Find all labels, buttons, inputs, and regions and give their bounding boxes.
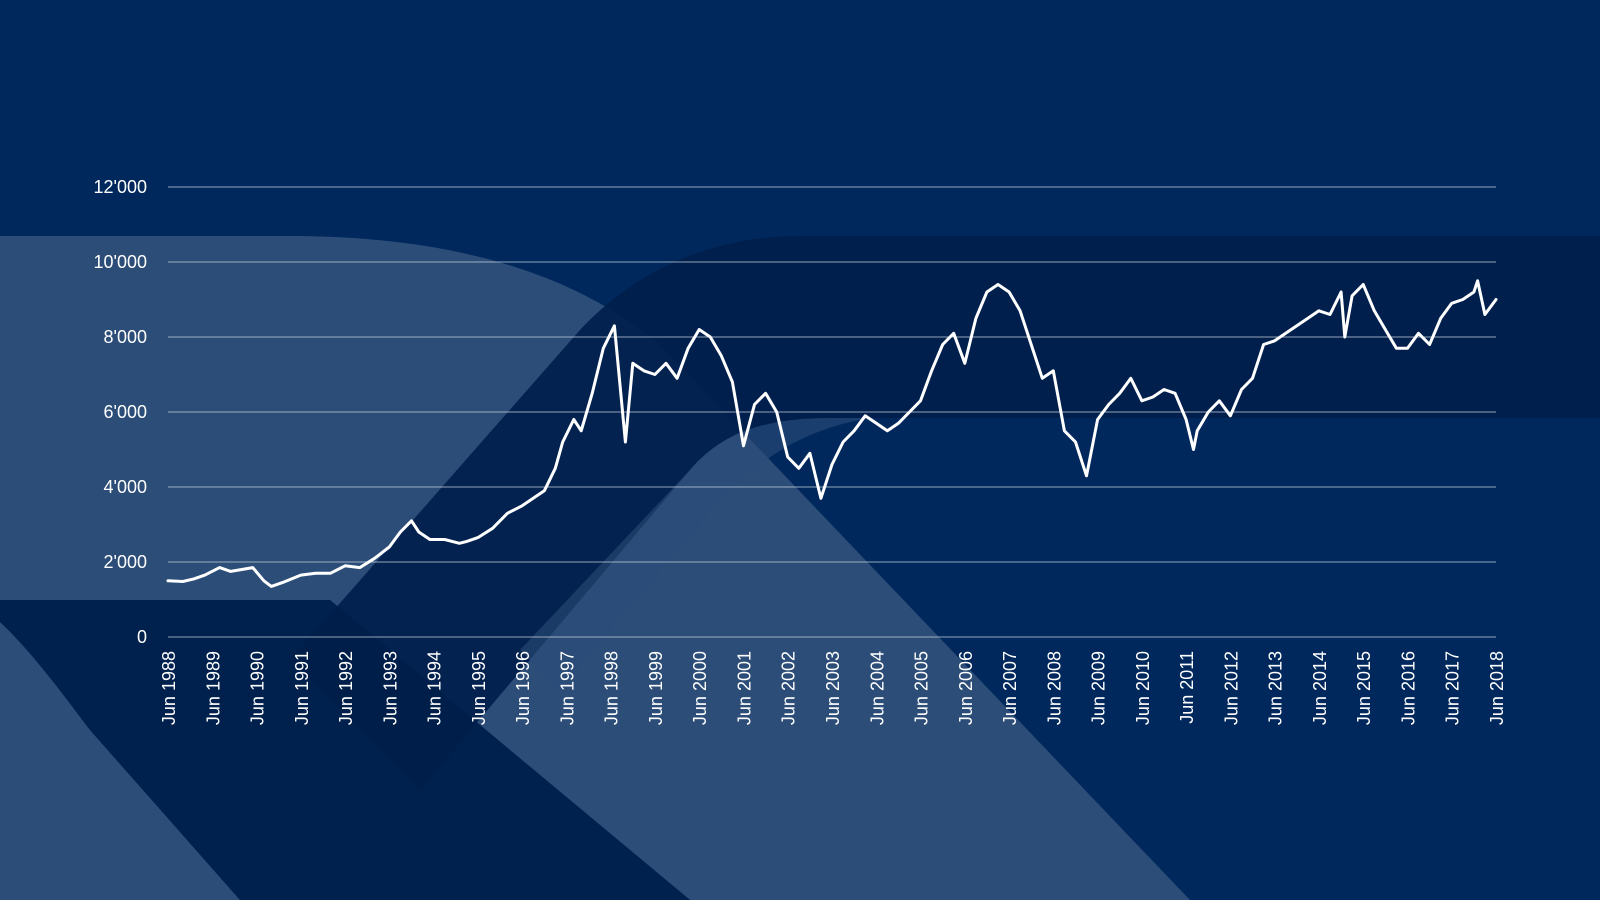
x-tick-label: Jun 1994 bbox=[425, 651, 445, 725]
x-tick-label: Jun 2015 bbox=[1354, 651, 1374, 725]
x-tick-label: Jun 1999 bbox=[646, 651, 666, 725]
series-layer bbox=[166, 279, 1498, 588]
x-tick-label: Jun 1989 bbox=[203, 651, 223, 725]
y-tick-label: 0 bbox=[137, 627, 147, 647]
y-tick-label: 6'000 bbox=[104, 402, 147, 422]
x-tick-label: Jun 2016 bbox=[1398, 651, 1418, 725]
y-axis-ticks: 0 2'000 4'000 6'000 8'000 10'000 12'000 bbox=[94, 177, 148, 647]
x-tick-label: Jun 2007 bbox=[1000, 651, 1020, 725]
gridlines bbox=[168, 186, 1496, 638]
x-tick-label: Jun 1991 bbox=[292, 651, 312, 725]
x-tick-label: Jun 2001 bbox=[734, 651, 754, 725]
x-tick-label: Jun 2005 bbox=[912, 651, 932, 725]
y-tick-label: 12'000 bbox=[94, 177, 148, 197]
x-axis-ticks: Jun 1988 Jun 1989 Jun 1990 Jun 1991 Jun 1992… bbox=[159, 651, 1507, 725]
series-line bbox=[166, 279, 1498, 588]
x-tick-label: Jun 2010 bbox=[1133, 651, 1153, 725]
y-tick-label: 2'000 bbox=[104, 552, 147, 572]
x-tick-label: Jun 2017 bbox=[1443, 651, 1463, 725]
band-light-bottom-left bbox=[0, 622, 240, 900]
x-tick-label: Jun 2006 bbox=[956, 651, 976, 725]
band-dark-bottom bbox=[0, 600, 690, 900]
x-tick-label: Jun 2003 bbox=[823, 651, 843, 725]
x-tick-label: Jun 2008 bbox=[1044, 651, 1064, 725]
x-tick-label: Jun 2004 bbox=[867, 651, 887, 725]
x-tick-label: Jun 1997 bbox=[557, 651, 577, 725]
y-tick-label: 10'000 bbox=[94, 252, 148, 272]
x-tick-label: Jun 1998 bbox=[602, 651, 622, 725]
x-tick-label: Jun 1988 bbox=[159, 651, 179, 725]
x-tick-label: Jun 2002 bbox=[779, 651, 799, 725]
x-tick-label: Jun 1992 bbox=[336, 651, 356, 725]
y-tick-label: 4'000 bbox=[104, 477, 147, 497]
x-tick-label: Jun 2011 bbox=[1177, 651, 1197, 724]
x-tick-label: Jun 1993 bbox=[380, 651, 400, 725]
x-tick-label: Jun 1995 bbox=[469, 651, 489, 725]
x-tick-label: Jun 2000 bbox=[690, 651, 710, 725]
x-tick-label: Jun 2013 bbox=[1266, 651, 1286, 725]
background-bands bbox=[0, 236, 1600, 900]
x-tick-label: Jun 1990 bbox=[248, 651, 268, 725]
x-tick-label: Jun 2012 bbox=[1221, 651, 1241, 725]
x-tick-label: Jun 2018 bbox=[1487, 651, 1507, 725]
band-light-lower-mid bbox=[520, 418, 870, 690]
x-tick-label: Jun 2009 bbox=[1089, 651, 1109, 725]
x-tick-label: Jun 1996 bbox=[513, 651, 533, 725]
band-dark-right bbox=[290, 236, 1600, 790]
x-tick-label: Jun 2014 bbox=[1310, 651, 1330, 725]
y-tick-label: 8'000 bbox=[104, 327, 147, 347]
